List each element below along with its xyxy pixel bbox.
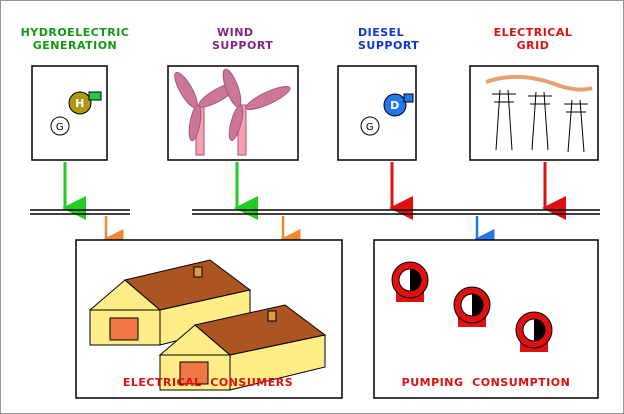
symbol: G (56, 122, 64, 133)
consumer-label: PUMPING CONSUMPTION (402, 376, 571, 389)
generator (360, 116, 380, 136)
source-label: SUPPORT (358, 39, 419, 52)
turbine (68, 91, 92, 115)
generator (50, 116, 70, 136)
source-label: ELECTRICAL (494, 26, 573, 39)
pipe (403, 93, 414, 103)
pipe (88, 91, 102, 101)
wind-turbines (174, 68, 291, 156)
source-label: WIND (217, 26, 254, 39)
houses (88, 259, 327, 391)
consumer-label: ELECTRICAL CONSUMERS (123, 376, 293, 389)
pylons (485, 74, 593, 153)
diesel-box (337, 65, 417, 161)
source-label: GENERATION (33, 39, 118, 52)
hydro-box (31, 65, 108, 161)
source-label: HYDROELECTRIC (21, 26, 130, 39)
source-label: DIESEL (358, 26, 404, 39)
source-label: SUPPORT (212, 39, 273, 52)
engine (383, 93, 407, 117)
source-label: GRID (517, 39, 550, 52)
pumps (391, 261, 553, 352)
symbol: G (366, 122, 374, 133)
symbol: H (75, 97, 85, 110)
symbol: D (390, 99, 400, 112)
